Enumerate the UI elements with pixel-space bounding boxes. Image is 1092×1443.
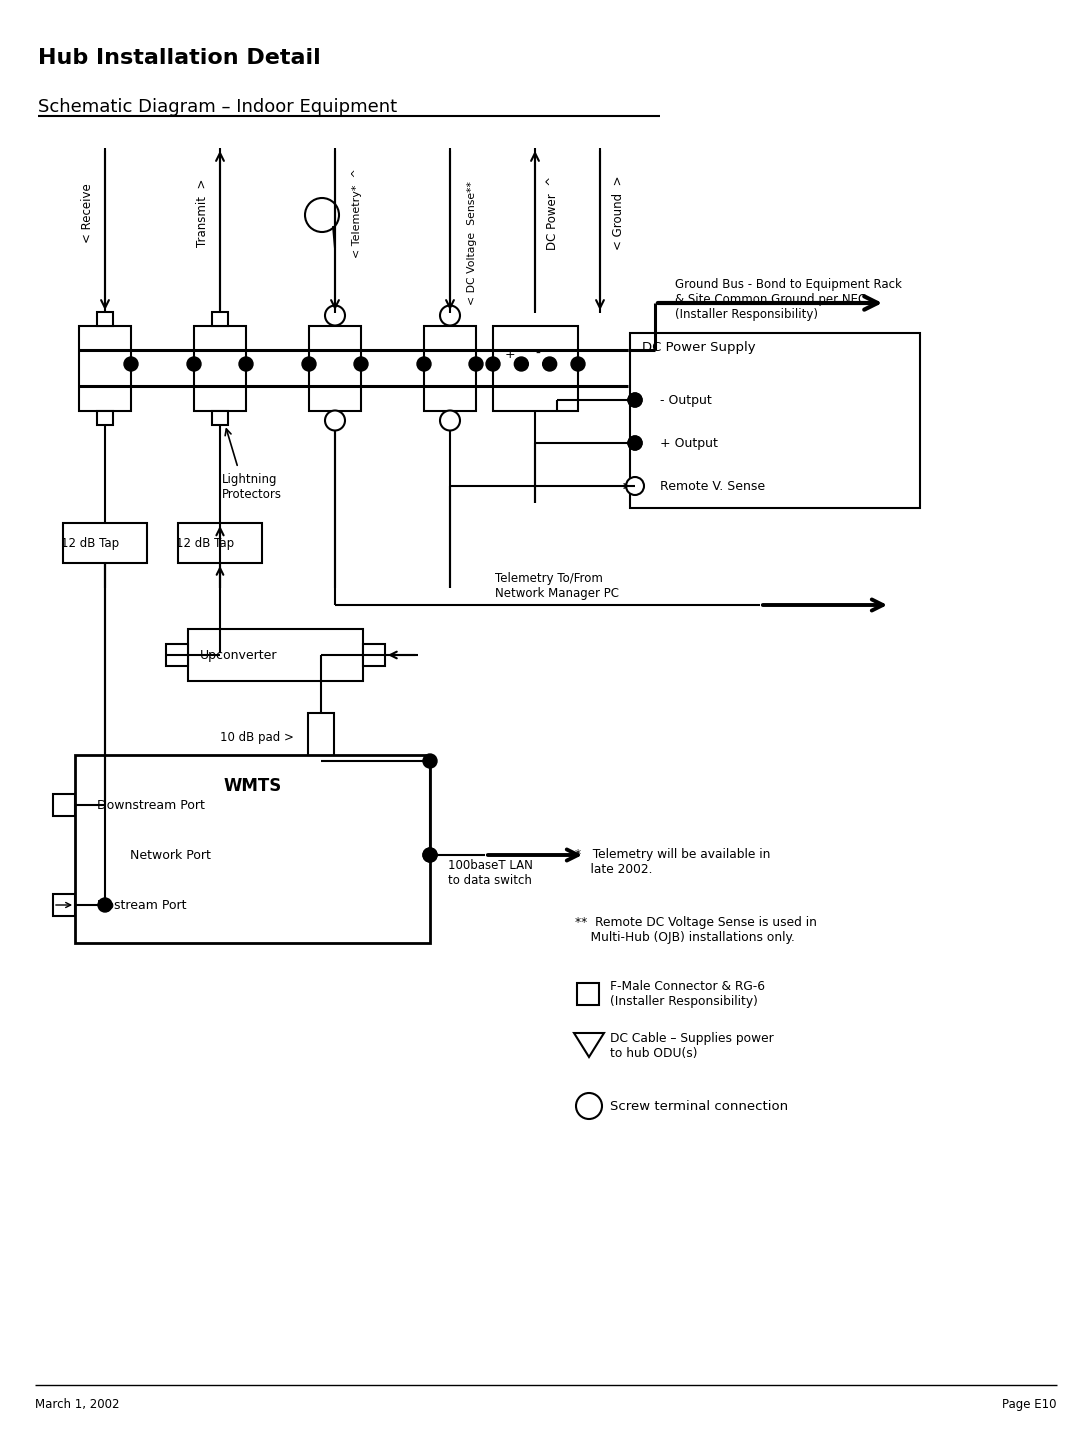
Bar (188, 629, 363, 681)
Bar (424, 326, 476, 410)
Bar (577, 983, 600, 1004)
Bar (630, 333, 919, 508)
Text: Ground Bus - Bond to Equipment Rack
& Site Common Ground per NEC.
(Installer Res: Ground Bus - Bond to Equipment Rack & Si… (675, 278, 902, 320)
Bar (79, 326, 131, 410)
Circle shape (575, 1092, 602, 1118)
Text: < Telemetry*  ^: < Telemetry* ^ (352, 167, 363, 258)
Text: March 1, 2002: March 1, 2002 (35, 1398, 119, 1411)
Bar (75, 755, 430, 942)
Circle shape (543, 356, 557, 371)
Text: Telemetry To/From
Network Manager PC: Telemetry To/From Network Manager PC (495, 571, 619, 600)
Text: Network Port: Network Port (130, 848, 211, 861)
Circle shape (325, 410, 345, 430)
Circle shape (468, 356, 483, 371)
Text: DC Power  ^: DC Power ^ (546, 176, 559, 250)
Text: DC Power Supply: DC Power Supply (642, 341, 756, 354)
Text: Upstream Port: Upstream Port (97, 899, 187, 912)
Circle shape (423, 848, 437, 861)
Bar (212, 410, 228, 424)
Text: Page E10: Page E10 (1002, 1398, 1057, 1411)
Text: 10 dB pad >: 10 dB pad > (219, 730, 294, 743)
Text: Screw terminal connection: Screw terminal connection (610, 1100, 788, 1113)
Text: Lightning
Protectors: Lightning Protectors (222, 473, 282, 501)
Text: Hub Installation Detail: Hub Installation Detail (38, 48, 321, 68)
Circle shape (305, 198, 339, 232)
Bar (54, 895, 75, 916)
Text: +: + (505, 348, 515, 361)
Text: < Ground  >: < Ground > (612, 176, 625, 250)
Bar (309, 326, 361, 410)
Circle shape (417, 356, 431, 371)
Circle shape (486, 356, 500, 371)
Bar (194, 326, 246, 410)
Bar (178, 522, 262, 563)
Text: Remote V. Sense: Remote V. Sense (660, 479, 765, 492)
Text: 100baseT LAN
to data switch: 100baseT LAN to data switch (448, 859, 533, 887)
Text: WMTS: WMTS (224, 776, 282, 795)
Bar (54, 794, 75, 815)
Circle shape (514, 356, 529, 371)
Text: Upconverter: Upconverter (200, 648, 277, 661)
Circle shape (628, 436, 642, 450)
Text: -: - (535, 346, 539, 361)
Bar (363, 644, 385, 667)
Circle shape (440, 410, 460, 430)
Bar (63, 522, 147, 563)
Circle shape (98, 898, 112, 912)
Circle shape (354, 356, 368, 371)
Text: Downstream Port: Downstream Port (97, 798, 205, 811)
Circle shape (423, 755, 437, 768)
Circle shape (571, 356, 585, 371)
Text: Schematic Diagram – Indoor Equipment: Schematic Diagram – Indoor Equipment (38, 98, 397, 115)
Bar (97, 312, 112, 326)
Circle shape (440, 306, 460, 326)
Bar (492, 326, 578, 410)
Text: 12 dB Tap: 12 dB Tap (176, 537, 234, 550)
Text: DC Cable – Supplies power
to hub ODU(s): DC Cable – Supplies power to hub ODU(s) (610, 1032, 774, 1061)
Text: < Receive: < Receive (81, 183, 94, 242)
Circle shape (187, 356, 201, 371)
Text: F-Male Connector & RG-6
(Installer Responsibility): F-Male Connector & RG-6 (Installer Respo… (610, 980, 765, 1009)
Circle shape (302, 356, 316, 371)
Text: *   Telemetry will be available in
    late 2002.: * Telemetry will be available in late 20… (575, 848, 770, 876)
Text: < DC Voltage  Sense**: < DC Voltage Sense** (467, 180, 477, 304)
Text: + Output: + Output (660, 436, 717, 450)
Bar (97, 410, 112, 424)
Circle shape (626, 478, 644, 495)
Bar (166, 644, 188, 667)
Circle shape (628, 436, 642, 450)
Circle shape (239, 356, 253, 371)
Circle shape (325, 306, 345, 326)
Text: Transmit  >: Transmit > (195, 179, 209, 247)
Bar (212, 312, 228, 326)
Text: - Output: - Output (660, 394, 712, 407)
Circle shape (628, 392, 642, 407)
Text: **  Remote DC Voltage Sense is used in
    Multi-Hub (OJB) installations only.: ** Remote DC Voltage Sense is used in Mu… (575, 916, 817, 944)
Bar (308, 713, 334, 760)
Circle shape (628, 392, 642, 407)
Circle shape (124, 356, 138, 371)
Circle shape (423, 848, 437, 861)
Text: 12 dB Tap: 12 dB Tap (61, 537, 119, 550)
